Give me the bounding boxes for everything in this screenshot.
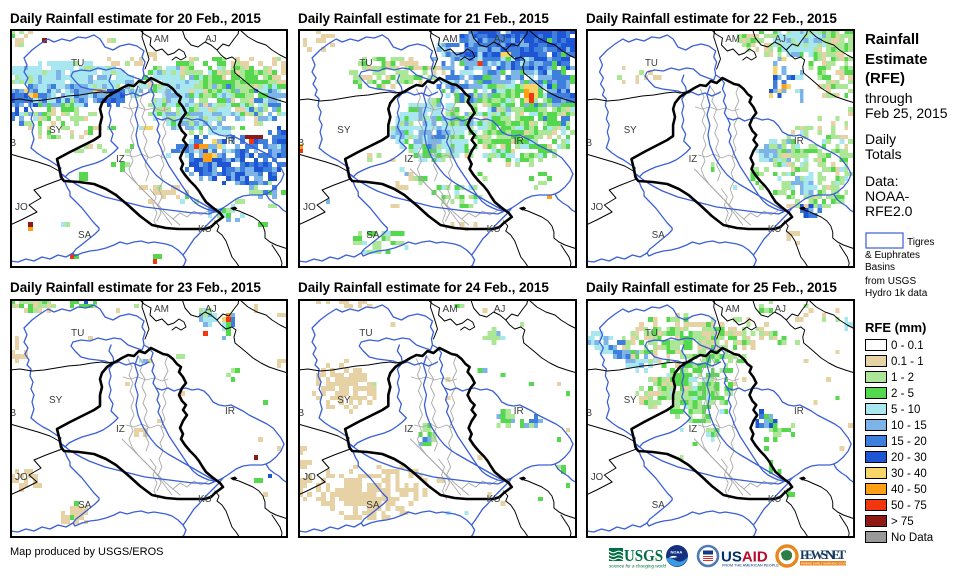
svg-text:USGS: USGS (624, 546, 663, 565)
svg-text:FROM THE AMERICAN PEOPLE: FROM THE AMERICAN PEOPLE (722, 564, 779, 568)
svg-text:NOAA: NOAA (671, 550, 683, 555)
svg-text:No Data: No Data (891, 532, 934, 544)
svg-text:0 - 0.1: 0 - 0.1 (891, 340, 924, 352)
svg-text:> 75: > 75 (891, 516, 914, 528)
svg-text:30 - 40: 30 - 40 (891, 468, 927, 480)
svg-text:Tigres: Tigres (907, 237, 934, 248)
svg-text:50 - 75: 50 - 75 (891, 500, 927, 512)
svg-text:15 - 20: 15 - 20 (891, 436, 927, 448)
svg-text:2 - 5: 2 - 5 (891, 388, 914, 400)
svg-text:5 - 10: 5 - 10 (891, 404, 920, 416)
svg-text:10 - 15: 10 - 15 (891, 420, 927, 432)
svg-text:science for a changing world: science for a changing world (609, 564, 667, 569)
svg-text:20 - 30: 20 - 30 (891, 452, 927, 464)
svg-text:0.1 - 1: 0.1 - 1 (891, 356, 924, 368)
svg-text:FAMINE EARLY WARNING SYSTEMS N: FAMINE EARLY WARNING SYSTEMS NETWORK (801, 562, 856, 566)
svg-text:40 - 50: 40 - 50 (891, 484, 927, 496)
svg-text:USAID: USAID (721, 549, 768, 566)
svg-text:FEWS NET: FEWS NET (800, 547, 846, 562)
svg-text:1 - 2: 1 - 2 (891, 372, 914, 384)
